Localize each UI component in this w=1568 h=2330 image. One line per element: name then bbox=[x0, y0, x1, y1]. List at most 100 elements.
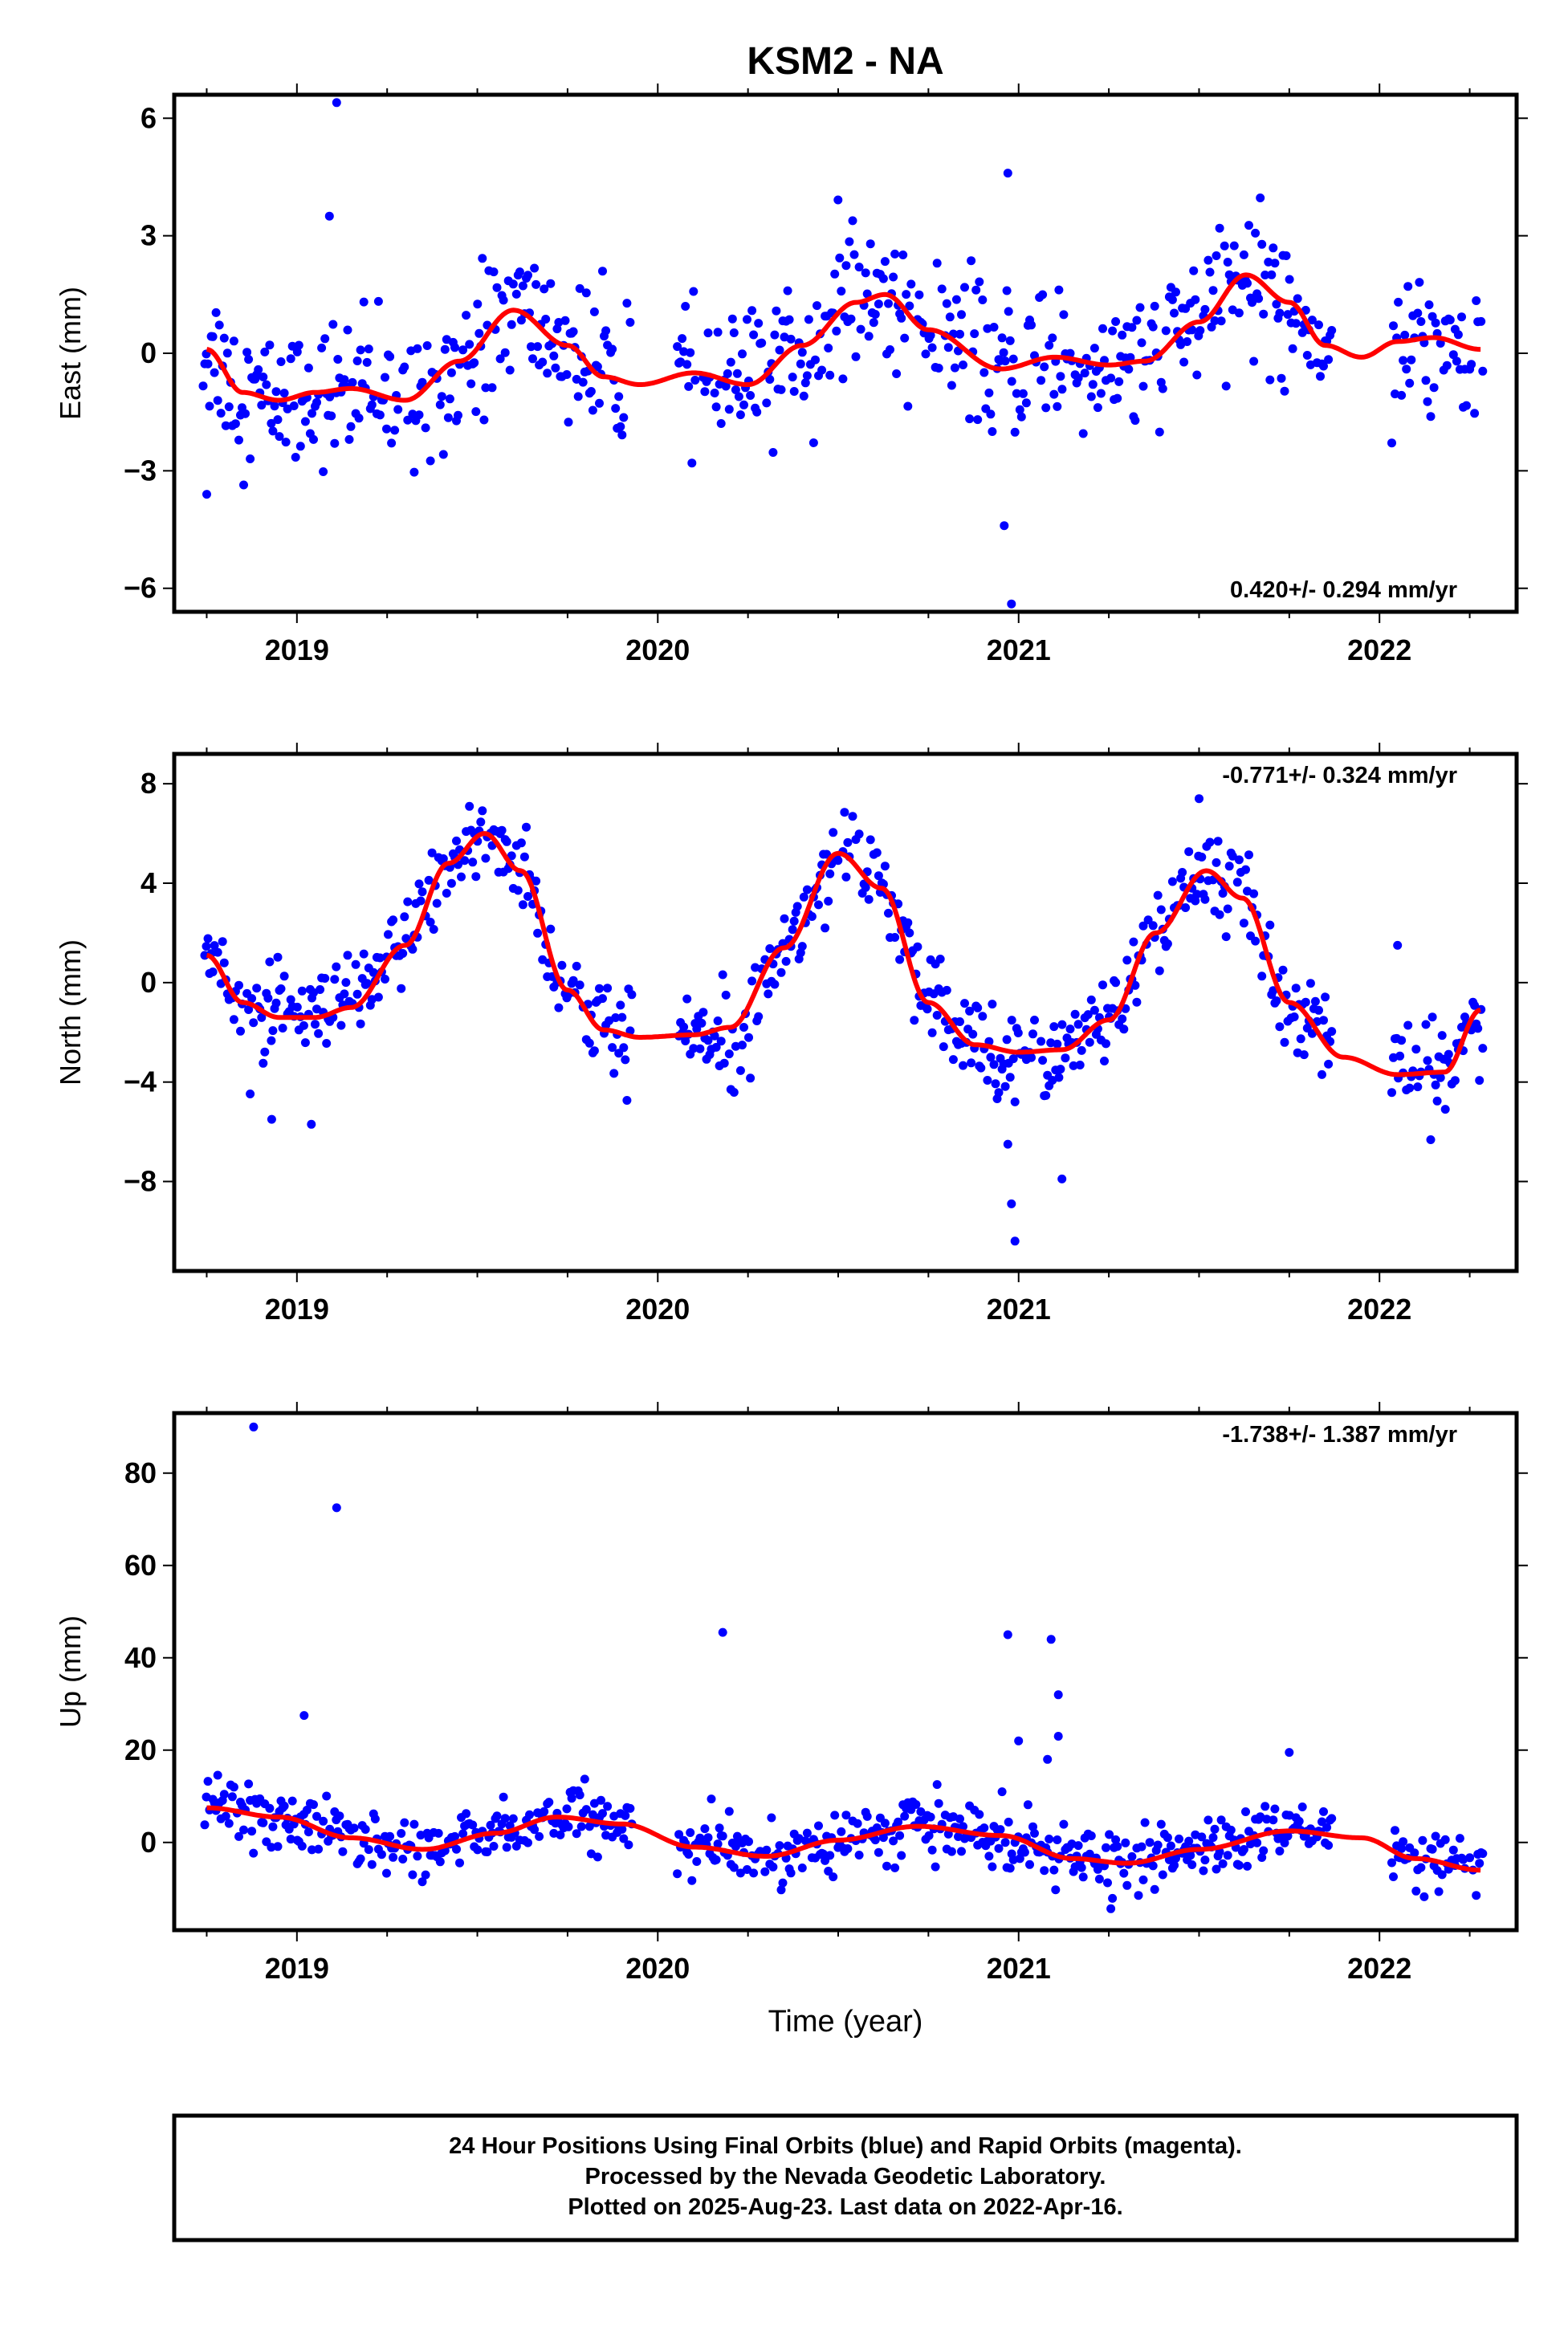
data-point bbox=[830, 1811, 840, 1820]
data-point bbox=[489, 267, 499, 277]
data-point bbox=[864, 332, 874, 341]
data-point bbox=[935, 955, 945, 963]
data-point bbox=[1249, 889, 1259, 898]
data-point bbox=[1403, 282, 1413, 291]
data-point bbox=[622, 299, 632, 308]
data-point bbox=[200, 1820, 210, 1830]
data-point bbox=[967, 1058, 976, 1068]
data-point bbox=[889, 272, 898, 282]
data-point bbox=[872, 848, 882, 857]
data-point bbox=[797, 348, 807, 357]
outlier-point bbox=[332, 98, 341, 108]
data-point bbox=[257, 401, 267, 410]
data-point bbox=[1472, 296, 1481, 305]
data-point bbox=[1257, 1853, 1267, 1862]
data-point bbox=[843, 1844, 853, 1853]
data-point bbox=[897, 313, 906, 323]
y-tick-label: 4 bbox=[141, 866, 157, 899]
data-point bbox=[1078, 1872, 1088, 1882]
y-tick-label: −8 bbox=[124, 1165, 157, 1198]
data-point bbox=[1239, 1845, 1248, 1854]
data-point bbox=[267, 1036, 276, 1045]
outlier-point bbox=[202, 490, 211, 499]
data-point bbox=[500, 348, 510, 357]
data-point bbox=[710, 1031, 719, 1041]
data-point bbox=[291, 453, 300, 462]
data-point bbox=[1467, 360, 1476, 369]
data-point bbox=[203, 359, 213, 369]
data-point bbox=[989, 1060, 999, 1069]
data-point bbox=[619, 1834, 629, 1843]
data-point bbox=[1223, 904, 1232, 914]
data-point bbox=[1078, 429, 1088, 438]
data-point bbox=[389, 915, 398, 925]
data-point bbox=[478, 806, 487, 816]
data-point bbox=[241, 409, 250, 418]
data-point bbox=[1243, 279, 1252, 288]
data-point bbox=[262, 380, 271, 389]
data-point bbox=[307, 409, 316, 418]
data-point bbox=[1402, 365, 1411, 374]
data-point bbox=[1223, 258, 1232, 267]
data-point bbox=[622, 1096, 632, 1105]
x-tick-label: 2019 bbox=[265, 1293, 329, 1326]
data-point bbox=[322, 1791, 332, 1801]
data-point bbox=[880, 1819, 890, 1828]
data-point bbox=[735, 1868, 745, 1878]
data-point bbox=[825, 869, 835, 878]
data-point bbox=[1158, 384, 1167, 393]
data-point bbox=[1000, 1838, 1010, 1847]
data-point bbox=[625, 318, 635, 327]
data-point bbox=[581, 1805, 591, 1815]
data-point bbox=[1322, 1823, 1332, 1832]
data-point bbox=[1259, 1846, 1269, 1855]
data-point bbox=[1405, 1083, 1415, 1093]
data-point bbox=[1280, 386, 1289, 396]
data-point bbox=[1008, 1054, 1018, 1064]
data-point bbox=[289, 401, 299, 410]
data-point bbox=[624, 1840, 633, 1850]
data-point bbox=[1410, 1848, 1419, 1858]
data-point bbox=[1294, 1816, 1304, 1826]
data-point bbox=[589, 1046, 599, 1056]
data-point bbox=[1251, 936, 1261, 946]
data-point bbox=[948, 1055, 958, 1065]
outlier-point bbox=[1043, 1754, 1053, 1764]
data-point bbox=[362, 357, 372, 367]
data-point bbox=[1426, 412, 1436, 422]
data-point bbox=[270, 401, 279, 411]
data-point bbox=[1391, 1826, 1399, 1835]
data-point bbox=[343, 325, 352, 335]
data-point bbox=[522, 822, 531, 832]
x-axis-label: Time (year) bbox=[768, 2005, 923, 2039]
data-point bbox=[829, 828, 838, 837]
data-point bbox=[460, 856, 470, 866]
data-point bbox=[1301, 997, 1310, 1007]
data-point bbox=[1070, 1009, 1080, 1019]
data-point bbox=[1270, 259, 1280, 268]
data-point bbox=[1030, 1828, 1039, 1838]
data-point bbox=[1226, 1825, 1236, 1835]
data-point bbox=[1478, 1044, 1488, 1053]
data-point bbox=[617, 1824, 627, 1834]
data-point bbox=[797, 1864, 807, 1872]
data-point bbox=[1132, 316, 1142, 325]
data-point bbox=[976, 1063, 986, 1073]
footer-line-3: Plotted on 2025-Aug-23. Last data on 202… bbox=[568, 2194, 1122, 2220]
data-point bbox=[603, 1802, 613, 1811]
data-point bbox=[400, 912, 409, 922]
data-point bbox=[724, 1049, 734, 1059]
data-point bbox=[1086, 392, 1096, 401]
data-point bbox=[942, 299, 951, 308]
y-tick-label: 60 bbox=[124, 1549, 157, 1582]
data-point bbox=[213, 947, 222, 957]
data-point bbox=[788, 373, 797, 382]
data-point bbox=[1299, 1050, 1309, 1060]
data-point bbox=[926, 1812, 935, 1822]
data-point bbox=[692, 1024, 702, 1034]
y-axis-label: North (mm) bbox=[54, 939, 87, 1086]
data-point bbox=[1057, 385, 1067, 394]
data-point bbox=[854, 829, 864, 839]
data-point bbox=[1257, 239, 1267, 249]
data-point bbox=[435, 1857, 445, 1867]
